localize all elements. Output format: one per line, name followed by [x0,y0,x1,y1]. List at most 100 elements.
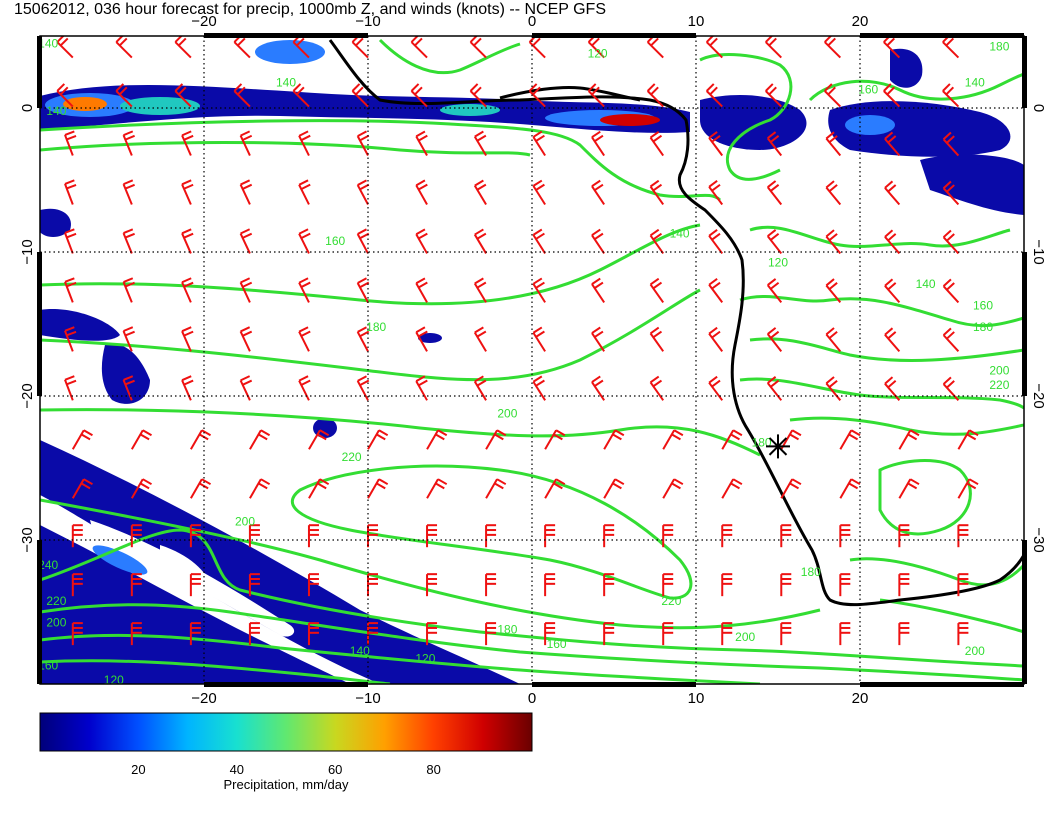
wind-barb [485,622,497,646]
wind-barb [708,277,724,303]
wind-barb [766,180,783,206]
asterisk-icon [766,434,790,459]
wind-barb [130,573,142,597]
wind-barb [766,229,783,255]
wind-barb [115,83,133,108]
wind-barb [898,524,910,548]
wind-barb [248,622,260,646]
wind-barb [356,326,370,352]
contour-line [40,603,1024,682]
wind-barb [130,622,142,646]
wind-barb [721,478,743,499]
precip-band-africa [890,48,923,88]
contour-label: 200 [46,615,66,629]
contour-line [378,38,521,75]
wind-barb [780,573,792,597]
precip-patch [40,208,71,237]
wind-barb [298,179,311,205]
wind-barb [122,326,135,352]
precip-gap [160,545,215,591]
contour-label: 120 [415,651,435,665]
lat-tick-label-right: −10 [1030,239,1047,264]
precip-band-africa [700,95,807,150]
contour-line [739,295,1024,328]
frame-bar [37,252,42,396]
wind-barb [825,278,842,304]
wind-barb [825,376,842,401]
wind-barb [367,429,389,450]
wind-barb [122,277,135,303]
lat-tick-label-left: −30 [19,527,36,552]
wind-barb [649,277,665,303]
wind-barb [721,429,743,450]
wind-barb [473,326,487,352]
wind-barb [708,180,724,206]
wind-barb [591,326,605,352]
wind-barb [942,278,960,304]
wind-barb [780,622,792,646]
lon-tick-label-top: 10 [688,13,705,30]
wind-barb [766,278,783,304]
contour-line [40,408,761,457]
frame-bars [37,33,1027,687]
precip-band-africa [828,101,1011,157]
wind-barb [532,228,546,254]
wind-barbs [56,36,979,646]
wind-barb [662,622,674,646]
wind-barb [189,622,201,646]
wind-barb [766,327,783,352]
wind-barb [130,478,153,499]
contour-line [40,659,391,684]
wind-barb [233,83,251,108]
contour-line [40,141,531,157]
wind-barb [603,478,625,499]
lon-tick-label-top: −20 [191,13,216,30]
wind-barb [957,573,969,597]
frame-bar [1022,36,1027,108]
frame-bar [1022,252,1027,396]
frame-bar [37,540,42,684]
wind-barb [884,229,901,255]
wind-barb [662,478,684,499]
wind-barb [708,229,724,255]
contour-label: 120 [588,47,608,61]
wind-barb [130,524,142,548]
wind-barb [942,229,960,255]
wind-barb [824,83,842,108]
colorbar-tick-label: 80 [426,762,440,777]
lat-tick-label-right: −20 [1030,383,1047,408]
wind-barb [239,375,253,401]
wind-barb [766,131,783,157]
frame-bar [532,33,696,38]
map-area: 1401401401601802002202002402202001601201… [38,36,1024,684]
contour-label: 200 [235,515,255,529]
wind-barb [662,524,674,548]
contour-label: 160 [547,637,567,651]
wind-barb [884,327,901,353]
wind-barb [248,573,260,597]
wind-barb [884,131,901,157]
lon-tick-label-bottom: 0 [528,690,536,707]
contour-line [40,633,761,684]
wind-barb [825,327,842,352]
wind-barb [71,622,83,646]
wind-barb [957,478,979,499]
height-contours [40,38,1024,684]
wind-barb [415,277,428,303]
wind-barb [898,622,910,646]
wind-barb [122,179,135,205]
wind-barb [415,326,428,352]
contour-label: 160 [38,659,58,673]
contour-label: 140 [350,644,370,658]
wind-barb [473,130,487,157]
precip-cell [845,115,895,135]
wind-barb [942,180,960,206]
wind-barb [426,478,448,499]
wind-barb [426,573,438,597]
wind-barb [249,429,271,450]
wind-barb [957,622,969,646]
wind-barb [356,375,370,401]
wind-barb [603,622,615,646]
wind-barb [957,429,979,450]
lon-tick-label-top: 20 [852,13,869,30]
